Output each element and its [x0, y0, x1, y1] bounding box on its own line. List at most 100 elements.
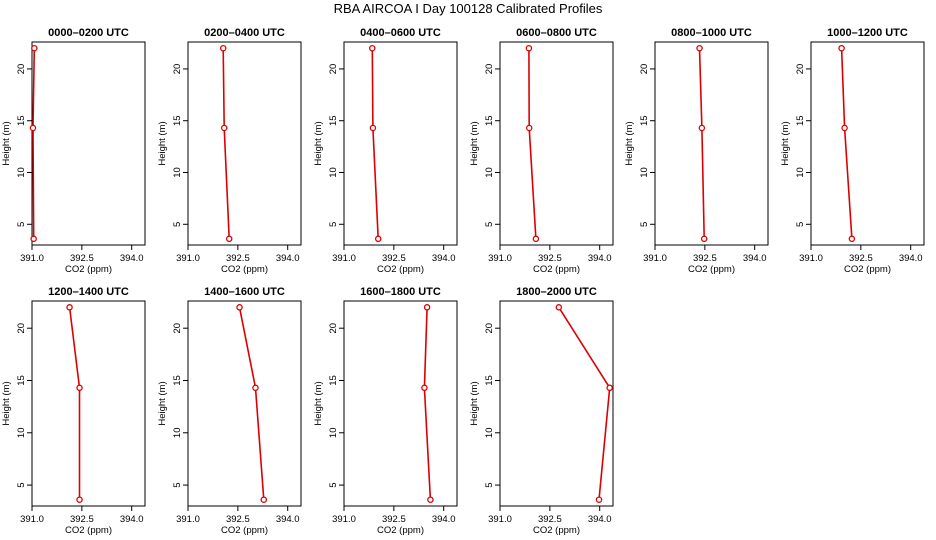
x-tick-label: 394.0 [588, 253, 612, 264]
x-tick-label: 392.5 [382, 514, 406, 525]
x-tick-label: 392.5 [382, 253, 406, 264]
x-tick-label: 392.5 [226, 514, 250, 525]
x-tick-label: 394.0 [588, 514, 612, 525]
y-tick-label: 10 [484, 427, 495, 438]
plot-title: 0800–1000 UTC [671, 27, 752, 39]
x-tick-label: 394.0 [899, 253, 923, 264]
y-tick-label: 20 [328, 64, 339, 75]
y-tick-label: 5 [484, 222, 495, 227]
data-point [374, 235, 382, 243]
profile-line [558, 306, 611, 500]
x-tick-label: 392.5 [70, 514, 94, 525]
plot-frame [187, 300, 302, 507]
data-point [700, 235, 708, 243]
profile-line [32, 48, 36, 239]
profile-line [423, 307, 432, 500]
plot-title: 1200–1400 UTC [48, 286, 129, 298]
plot-frame [187, 41, 302, 246]
y-axis-label: Height (m) [313, 121, 324, 165]
data-point [31, 44, 38, 52]
y-axis-label: Height (m) [157, 381, 168, 425]
data-point [225, 235, 233, 243]
x-axis-label: CO2 (ppm) [221, 264, 268, 275]
x-tick-label: 391.0 [332, 514, 356, 525]
y-axis-label: Height (m) [469, 121, 480, 165]
y-axis-label: Height (m) [624, 121, 635, 165]
y-tick-label: 20 [484, 64, 495, 75]
y-tick-label: 10 [172, 167, 183, 178]
x-axis-label: CO2 (ppm) [377, 525, 424, 536]
x-tick-label: 394.0 [743, 253, 767, 264]
x-tick-label: 391.0 [176, 514, 200, 525]
data-point [252, 384, 259, 392]
data-point [848, 235, 856, 243]
y-tick-label: 5 [328, 482, 339, 487]
data-point [532, 235, 540, 243]
data-point [220, 124, 228, 132]
x-axis-label: CO2 (ppm) [377, 264, 424, 275]
data-point [595, 496, 603, 503]
profile-line [238, 307, 265, 500]
y-axis-label: Height (m) [157, 121, 168, 165]
plot-frame [499, 300, 614, 507]
y-tick-label: 20 [639, 64, 650, 75]
y-axis-label: Height (m) [313, 381, 324, 425]
y-tick-label: 5 [172, 222, 183, 227]
profile-line [840, 48, 853, 239]
y-tick-label: 5 [16, 482, 27, 487]
x-tick-label: 394.0 [276, 514, 300, 525]
y-tick-label: 15 [16, 115, 27, 126]
data-point [66, 304, 73, 311]
profile-line [528, 48, 537, 239]
y-tick-label: 15 [639, 115, 650, 126]
x-tick-label: 394.0 [120, 253, 144, 264]
y-tick-label: 5 [639, 222, 650, 227]
x-tick-label: 394.0 [276, 253, 300, 264]
x-tick-label: 391.0 [643, 253, 667, 264]
y-tick-label: 15 [484, 375, 495, 386]
y-tick-label: 15 [328, 375, 339, 386]
y-tick-label: 5 [795, 222, 806, 227]
plot-frame [810, 41, 925, 246]
data-point [698, 124, 706, 132]
plot-title: 1400–1600 UTC [204, 286, 285, 298]
y-tick-label: 20 [16, 323, 27, 334]
y-tick-label: 15 [328, 115, 339, 126]
profile-line [222, 48, 230, 239]
x-axis-label: CO2 (ppm) [533, 264, 580, 275]
y-tick-label: 20 [172, 323, 183, 334]
y-tick-label: 5 [484, 482, 495, 487]
plot-frame [343, 41, 458, 246]
plot-frame [499, 41, 614, 246]
figure-title: RBA AIRCOA I Day 100128 Calibrated Profi… [333, 1, 603, 16]
y-tick-label: 5 [328, 222, 339, 227]
data-point [76, 496, 83, 503]
data-point [236, 304, 243, 311]
y-tick-label: 15 [16, 375, 27, 386]
profile-line [68, 307, 81, 500]
plot-frame [343, 300, 458, 507]
x-tick-label: 392.5 [538, 253, 562, 264]
x-tick-label: 391.0 [488, 514, 512, 525]
data-point [369, 124, 377, 132]
x-tick-label: 394.0 [432, 514, 456, 525]
y-tick-label: 10 [172, 427, 183, 438]
y-tick-label: 10 [484, 167, 495, 178]
x-tick-label: 394.0 [432, 253, 456, 264]
y-tick-label: 10 [16, 427, 27, 438]
plot-title: 0000–0200 UTC [48, 27, 129, 39]
y-tick-label: 15 [795, 115, 806, 126]
y-axis-label: Height (m) [1, 381, 12, 425]
data-point [838, 44, 845, 52]
x-tick-label: 391.0 [332, 253, 356, 264]
data-point [29, 124, 37, 132]
plot-title: 0200–0400 UTC [204, 27, 285, 39]
y-tick-label: 10 [16, 167, 27, 178]
x-axis-label: CO2 (ppm) [533, 525, 580, 536]
y-tick-label: 10 [639, 167, 650, 178]
plot-frame [31, 41, 146, 246]
y-axis-label: Height (m) [469, 381, 480, 425]
y-tick-label: 5 [16, 222, 27, 227]
y-tick-label: 20 [172, 64, 183, 75]
